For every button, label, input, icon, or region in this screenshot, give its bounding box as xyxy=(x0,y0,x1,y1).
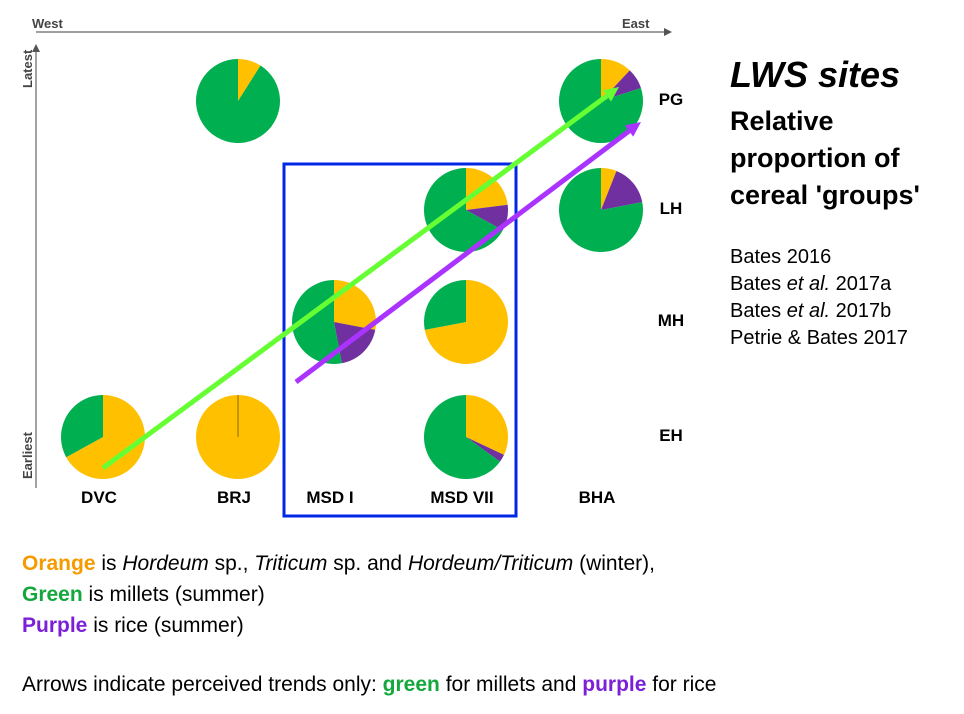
period-label-eh: EH xyxy=(659,426,683,445)
pie-slice-green xyxy=(424,280,466,330)
pie-slice-orange xyxy=(601,168,617,210)
arrow-note: Arrows indicate perceived trends only: g… xyxy=(22,673,717,696)
site-label-dvc: DVC xyxy=(81,488,117,507)
pie-msd-vii-mh xyxy=(424,280,508,365)
period-label-mh: MH xyxy=(658,311,684,330)
trend-arrow-green xyxy=(101,87,619,471)
pie-msd-vii-lh xyxy=(424,168,508,253)
pie-slice-orange xyxy=(66,395,146,480)
reference-1: Bates 2016 xyxy=(730,246,832,268)
title-line-2: Relative proportion of cereal 'groups' xyxy=(730,106,920,210)
pie-layer xyxy=(61,59,644,480)
site-labels: DVC BRJ MSD I MSD VII BHA xyxy=(81,488,615,507)
period-label-lh: LH xyxy=(660,199,683,218)
reference-4: Petrie & Bates 2017 xyxy=(730,327,908,349)
pie-brj-eh xyxy=(196,395,280,479)
site-label-brj: BRJ xyxy=(217,488,251,507)
pie-slice-green xyxy=(196,59,280,143)
color-legend: Orange is Hordeum sp., Triticum sp. and … xyxy=(22,548,655,641)
reference-3: Bates et al. 2017b xyxy=(730,300,892,322)
site-label-msd-i: MSD I xyxy=(306,488,353,507)
arrow-head xyxy=(624,122,641,137)
site-label-msd-vii: MSD VII xyxy=(430,488,493,507)
highlight-box xyxy=(282,162,518,518)
pie-msd-vii-eh xyxy=(423,395,509,480)
pie-slice-orange xyxy=(424,280,508,365)
pie-slice-orange xyxy=(466,168,508,210)
x-axis-start-label: West xyxy=(32,16,63,31)
legend-purple: Purple is rice (summer) xyxy=(22,614,244,637)
pie-slice-green xyxy=(559,168,643,252)
x-axis-end-label: East xyxy=(622,16,650,31)
pie-dvc-eh xyxy=(61,395,146,480)
trend-arrow-purple xyxy=(294,122,641,384)
arrow-shaft xyxy=(101,93,609,471)
trend-arrows xyxy=(101,87,641,471)
pie-slice-purple xyxy=(466,204,508,231)
pie-bha-lh xyxy=(559,168,643,252)
site-label-bha: BHA xyxy=(579,488,616,507)
legend-orange: Orange is Hordeum sp., Triticum sp. and … xyxy=(22,552,655,575)
pie-grid-chart: West East Latest Earliest DVC BRJ MSD I MSD… xyxy=(20,16,684,518)
period-labels: EH MH LH PG xyxy=(658,90,684,445)
y-axis-start-label: Earliest xyxy=(20,431,35,479)
legend-green: Green is millets (summer) xyxy=(22,583,265,606)
pie-slice-orange xyxy=(238,59,261,101)
pie-slice-orange xyxy=(466,395,509,455)
arrow-head xyxy=(602,87,619,102)
pie-slice-green xyxy=(424,168,503,253)
pie-slice-orange xyxy=(334,280,376,330)
reference-2: Bates et al. 2017a xyxy=(730,273,892,295)
pie-slice-purple xyxy=(601,170,643,210)
pie-slice-green xyxy=(61,395,103,458)
title-line-1: LWS sites xyxy=(730,54,901,95)
arrow-shaft xyxy=(294,129,631,384)
period-label-pg: PG xyxy=(659,90,684,109)
pie-slice-purple xyxy=(466,437,505,462)
pie-slice-green xyxy=(423,395,500,480)
references: Bates 2016 Bates et al. 2017a Bates et a… xyxy=(730,244,908,352)
pie-brj-pg xyxy=(196,59,280,143)
y-axis-end-label: Latest xyxy=(20,49,35,88)
